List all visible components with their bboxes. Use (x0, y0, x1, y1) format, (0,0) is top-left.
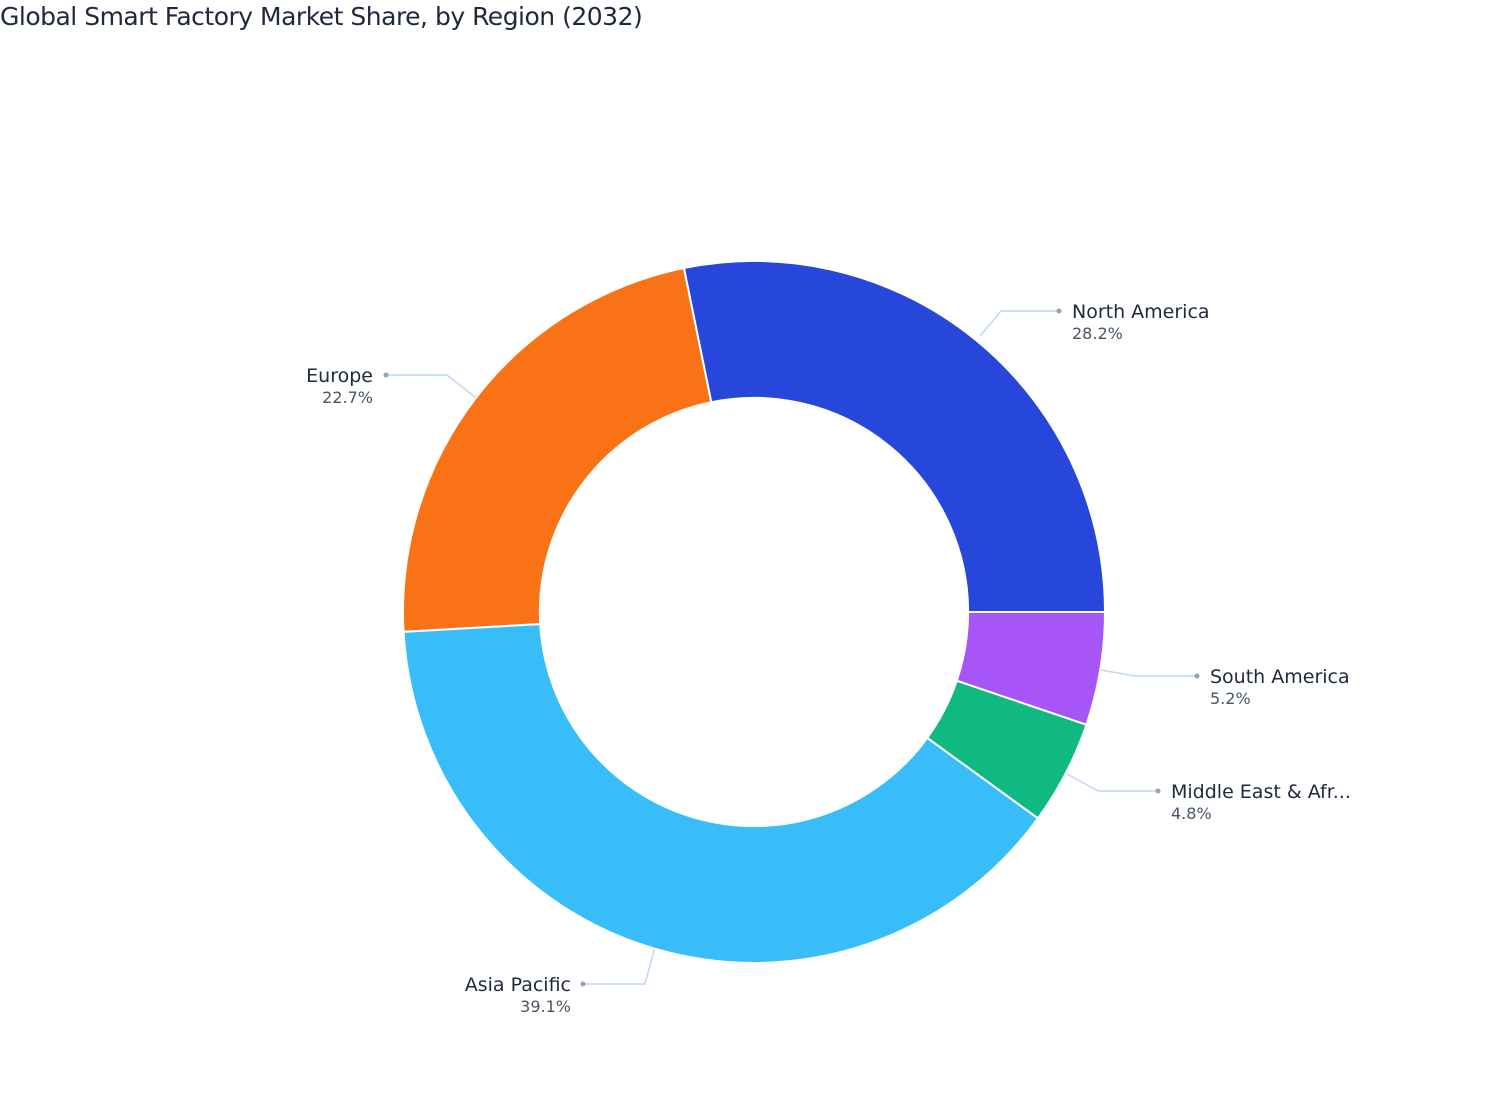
label-europe: Europe (306, 365, 373, 387)
leader-dot-north-america (1056, 308, 1062, 314)
leader-dot-europe (383, 372, 389, 378)
leader-line-europe (386, 374, 476, 398)
leader-dot-asia-pacific (580, 981, 586, 987)
leader-line-north-america (979, 310, 1059, 337)
label-north-america: North America (1072, 301, 1210, 323)
label-asia-pacific: Asia Pacific (465, 974, 571, 996)
chart-title: Global Smart Factory Market Share, by Re… (0, 2, 643, 31)
leader-dot-middle-east-africa (1155, 788, 1161, 794)
slice-north-america[interactable] (682, 260, 1107, 613)
label-asia-pacific-pct: 39.1% (520, 997, 571, 1016)
slice-asia-pacific[interactable] (402, 623, 1040, 964)
leader-line-south-america (1100, 669, 1197, 677)
label-middle-east-africa: Middle East & Afr... (1171, 781, 1351, 803)
label-middle-east-africa-pct: 4.8% (1171, 804, 1212, 823)
label-europe-pct: 22.7% (322, 388, 373, 407)
label-south-america-pct: 5.2% (1210, 689, 1251, 708)
leader-lines (383, 308, 1200, 987)
leader-dot-south-america (1194, 673, 1200, 679)
slice-europe[interactable] (402, 266, 713, 633)
label-north-america-pct: 28.2% (1072, 324, 1123, 343)
leader-line-asia-pacific (583, 949, 655, 985)
donut-slices (402, 260, 1107, 964)
slice-south-america[interactable] (955, 611, 1107, 726)
label-south-america: South America (1210, 666, 1350, 688)
leader-line-middle-east-africa (1066, 773, 1158, 792)
slice-labels: North America 28.2% Europe 22.7% Asia Pa… (306, 301, 1351, 1016)
